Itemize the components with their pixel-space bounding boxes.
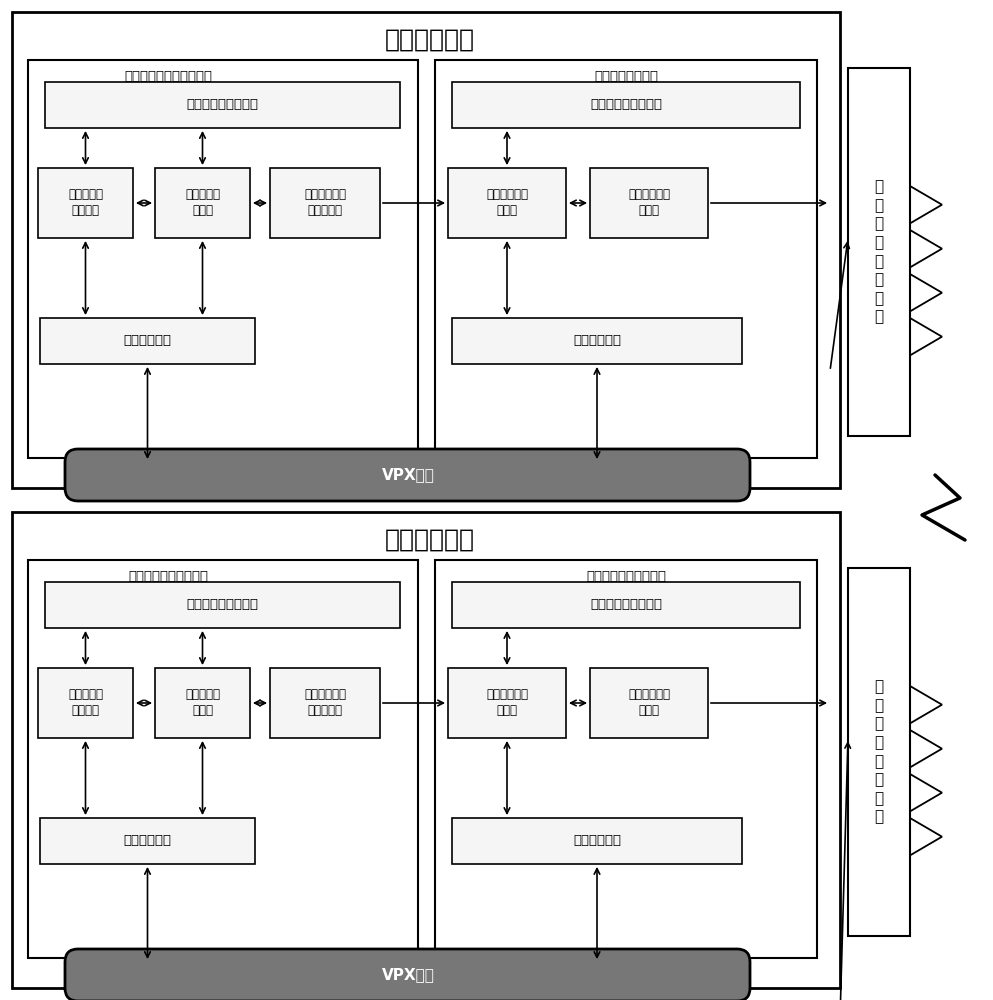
Text: 电源及时钟管理单元: 电源及时钟管理单元 [187,598,258,611]
Bar [38,668,133,738]
Text: 总线接口单元: 总线接口单元 [573,834,621,848]
Text: 射频信号处理模块: 射频信号处理模块 [594,70,658,83]
Text: 通用综合基带测试模块: 通用综合基带测试模块 [128,570,208,582]
Bar [155,168,250,238]
Bar [452,582,800,628]
Bar [448,668,566,738]
Text: 基带信号处
理单元: 基带信号处 理单元 [185,188,220,218]
Bar [590,168,708,238]
Bar [12,12,840,488]
Text: 综合测试设备: 综合测试设备 [385,528,475,552]
Text: 总线接口单元: 总线接口单元 [573,334,621,348]
Text: 任务及信息
管理单元: 任务及信息 管理单元 [68,688,103,718]
Bar [590,668,708,738]
Text: 数字化宽带信
道处理单元: 数字化宽带信 道处理单元 [304,188,346,218]
Text: 电源及时钟管理单元: 电源及时钟管理单元 [187,99,258,111]
Bar [452,82,800,128]
Text: 信道选择及开
关矩阵: 信道选择及开 关矩阵 [486,188,528,218]
Text: 信道滤波及放
大单元: 信道滤波及放 大单元 [628,688,670,718]
Text: VPX背板: VPX背板 [381,468,435,483]
Bar [435,560,817,958]
Bar [452,818,742,864]
Bar [155,668,250,738]
Bar [40,318,255,364]
Text: VPX背板: VPX背板 [381,968,435,982]
Bar [28,60,418,458]
FancyBboxPatch shape [65,949,750,1000]
Bar [448,168,566,238]
Bar [38,168,133,238]
Bar [848,68,910,436]
Text: 电源及时钟管理单元: 电源及时钟管理单元 [590,598,662,611]
Bar [452,318,742,364]
Text: 无线综合设备: 无线综合设备 [385,28,475,52]
Text: 数字化宽带信
道处理单元: 数字化宽带信 道处理单元 [304,688,346,718]
Bar [45,82,400,128]
Text: 任务及信息
管理单元: 任务及信息 管理单元 [68,188,103,218]
Text: 信道滤波及放
大单元: 信道滤波及放 大单元 [628,188,670,218]
Text: 电源及时钟管理单元: 电源及时钟管理单元 [590,99,662,111]
Text: 总线接口单元: 总线接口单元 [123,334,172,348]
Text: 信道选择及开
关矩阵: 信道选择及开 关矩阵 [486,688,528,718]
Bar [40,818,255,864]
Bar [12,512,840,988]
Bar [28,560,418,958]
Text: 通用综合射频测试模块: 通用综合射频测试模块 [586,570,666,582]
Text: 基带信号处
理单元: 基带信号处 理单元 [185,688,220,718]
Text: 一
体
化
可
重
构
天
线: 一 体 化 可 重 构 天 线 [875,179,884,325]
Text: 一
体
化
可
重
构
天
线: 一 体 化 可 重 构 天 线 [875,679,884,825]
Bar [848,568,910,936]
Text: 基带信号及信息处理模块: 基带信号及信息处理模块 [124,70,212,83]
Bar [270,168,380,238]
Bar [435,60,817,458]
FancyBboxPatch shape [65,449,750,501]
Bar [45,582,400,628]
Bar [270,668,380,738]
Text: 总线接口单元: 总线接口单元 [123,834,172,848]
